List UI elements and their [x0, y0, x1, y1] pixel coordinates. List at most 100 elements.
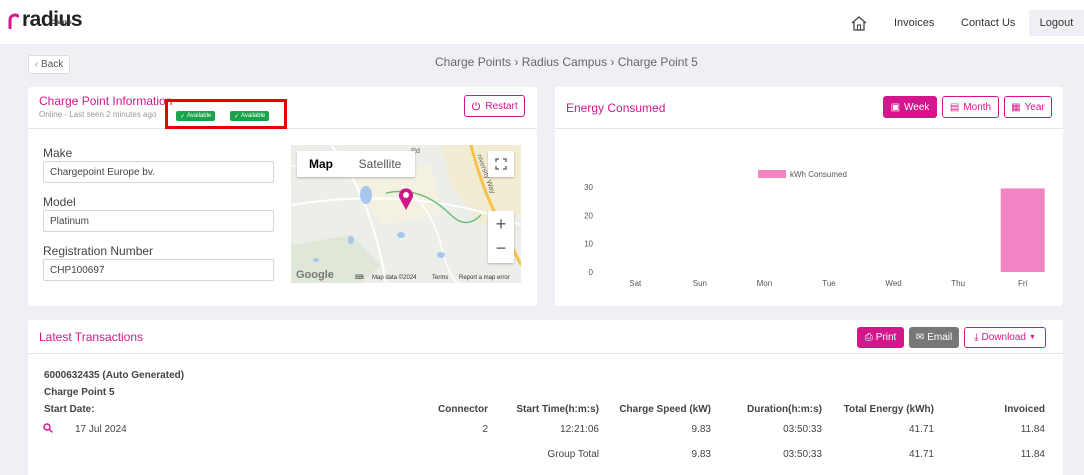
map-type-control: Map Satellite — [297, 151, 415, 177]
radius-logo[interactable]: radius — [8, 8, 83, 31]
check-icon: ✓ — [234, 113, 240, 120]
report-map-error-link[interactable]: Report a map error — [459, 275, 510, 281]
check-icon: ✓ — [180, 113, 186, 120]
badge-label: Available — [241, 113, 266, 119]
total-duration: 03:50:33 — [783, 449, 822, 460]
cell-start-time: 12:21:06 — [560, 424, 599, 435]
make-label: Make — [43, 146, 73, 160]
legend-swatch — [758, 170, 786, 178]
x-tick-label: Fri — [1018, 279, 1028, 288]
col-charge-speed: Charge Speed (kW) — [619, 404, 711, 415]
energy-bar-chart: 0 10 20 30 kWh Consumed Sat Sun Mon Tue Wed Thu Fri — [584, 170, 1045, 288]
nav-contact-us[interactable]: Contact Us — [961, 17, 1016, 29]
zoom-out-icon[interactable]: − — [495, 238, 507, 258]
registration-field[interactable]: CHP100697 — [43, 259, 274, 281]
col-connector: Connector — [438, 404, 488, 415]
google-logo: Google — [296, 269, 334, 281]
envelope-icon: ✉ — [915, 332, 925, 343]
info-card-title: Charge Point Information — [39, 94, 173, 108]
year-button[interactable]: ▦ Year — [1004, 96, 1052, 118]
map-tab-map[interactable]: Map — [309, 157, 333, 171]
badge-label: Available — [187, 113, 212, 119]
cell-total-energy: 41.71 — [908, 424, 934, 435]
search-icon[interactable] — [43, 423, 53, 433]
transactions-header: Latest Transactions ⎙ Print ✉ Email ⤓ Do… — [28, 320, 1063, 354]
print-label: Print — [875, 332, 897, 343]
energy-card-title: Energy Consumed — [566, 101, 666, 115]
restart-button[interactable]: Restart — [464, 95, 525, 117]
zoom-control: + − — [488, 211, 514, 263]
group-total-label: Group Total — [547, 449, 599, 460]
x-tick-label: Wed — [885, 279, 901, 288]
cell-connector: 2 — [482, 424, 488, 435]
total-energy: 41.71 — [908, 449, 934, 460]
total-invoiced: 11.84 — [1020, 449, 1045, 460]
map-tab-satellite[interactable]: Satellite — [358, 157, 402, 171]
cell-duration: 03:50:33 — [783, 424, 822, 435]
calendar-icon: ▣ — [890, 101, 901, 113]
logout-button[interactable]: Logout — [1029, 10, 1084, 36]
year-label: Year — [1024, 101, 1045, 113]
print-button[interactable]: ⎙ Print — [857, 327, 904, 348]
keyboard-icon[interactable]: ⌨ — [355, 275, 364, 281]
email-label: Email — [927, 332, 953, 343]
printer-icon: ⎙ — [864, 332, 873, 343]
col-start-time: Start Time(h:m:s) — [516, 404, 599, 415]
chevron-left-icon: ‹ — [34, 59, 39, 70]
power-icon — [472, 102, 481, 111]
cell-invoiced: 11.84 — [1020, 424, 1045, 435]
nav-invoices[interactable]: Invoices — [894, 17, 935, 29]
calendar-icon: ▦ — [1011, 101, 1021, 113]
download-icon: ⤓ — [974, 332, 979, 343]
energy-card-header: Energy Consumed ▣ Week ▤ Month ▦ Year — [555, 87, 1063, 129]
y-tick-label: 0 — [589, 268, 594, 277]
total-charge-speed: 9.83 — [691, 449, 711, 460]
month-label: Month — [963, 101, 992, 113]
download-button[interactable]: ⤓ Download ▼ — [964, 327, 1046, 348]
caret-down-icon: ▼ — [1028, 334, 1036, 341]
road-label-1: Rd — [411, 148, 420, 155]
location-map[interactable]: Rd niversity Way Map Satellite + − Googl… — [291, 145, 521, 283]
model-field[interactable]: Platinum — [43, 210, 274, 232]
logo-mark-icon — [8, 13, 19, 29]
terms-link[interactable]: Terms — [432, 275, 449, 281]
x-tick-label: Thu — [951, 279, 965, 288]
col-duration: Duration(h:m:s) — [747, 404, 822, 415]
status-text: Online - Last seen 2 minutes ago — [39, 110, 157, 119]
breadcrumb: Charge Points › Radius Campus › Charge P… — [435, 55, 698, 69]
bar-fri — [1000, 188, 1045, 272]
email-button[interactable]: ✉ Email — [909, 327, 959, 348]
transactions-title: Latest Transactions — [39, 330, 144, 344]
y-tick-label: 30 — [584, 183, 593, 192]
legend-label: kWh Consumed — [790, 170, 847, 179]
fullscreen-icon[interactable] — [488, 151, 514, 177]
location-pin-icon[interactable] — [398, 187, 414, 211]
col-start-date: Start Date: — [44, 404, 95, 415]
registration-label: Registration Number — [43, 244, 154, 258]
badges-highlight-box — [165, 99, 287, 129]
status-badge-1: ✓ Available — [176, 111, 216, 121]
charge-point-info-card: Charge Point Information Online - Last s… — [28, 87, 537, 306]
home-icon[interactable] — [850, 14, 868, 32]
model-label: Model — [43, 195, 76, 209]
energy-consumed-card: Energy Consumed ▣ Week ▤ Month ▦ Year 0 1… — [555, 87, 1063, 306]
col-total-energy: Total Energy (kWh) — [843, 404, 934, 415]
y-tick-label: 20 — [584, 211, 593, 220]
col-invoiced: Invoiced — [1004, 404, 1045, 415]
logo-text: radius — [22, 8, 83, 31]
back-button[interactable]: ‹ Back — [28, 55, 70, 74]
logo-subtitle: Charge — [51, 20, 72, 26]
x-tick-label: Mon — [757, 279, 773, 288]
restart-label: Restart — [485, 100, 518, 112]
zoom-in-icon[interactable]: + — [495, 214, 507, 234]
make-field[interactable]: Chargepoint Europe bv. — [43, 161, 274, 183]
cell-charge-speed: 9.83 — [691, 424, 711, 435]
x-tick-label: Sat — [629, 279, 642, 288]
week-button[interactable]: ▣ Week — [883, 96, 937, 118]
x-tick-label: Tue — [822, 279, 836, 288]
calendar-icon: ▤ — [949, 101, 960, 113]
download-label: Download — [981, 332, 1026, 343]
x-tick-label: Sun — [693, 279, 707, 288]
status-badge-2: ✓ Available — [230, 111, 270, 121]
month-button[interactable]: ▤ Month — [942, 96, 999, 118]
